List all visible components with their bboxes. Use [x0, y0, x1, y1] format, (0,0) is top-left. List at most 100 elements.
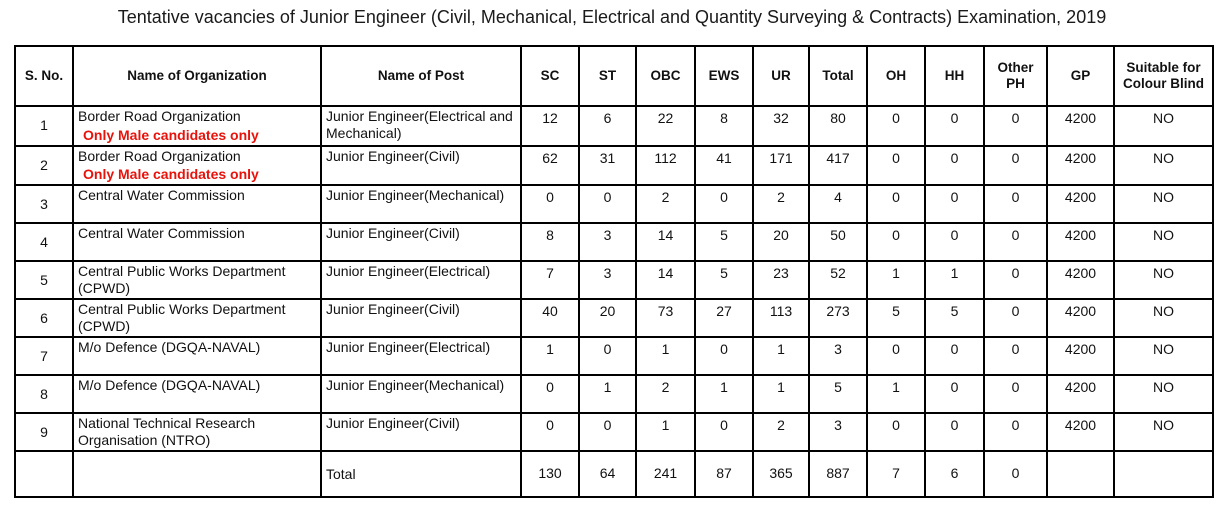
total-cell: 273: [808, 298, 868, 339]
colour-blind-cell: NO: [1113, 298, 1214, 339]
other-ph-cell: 0: [983, 336, 1048, 377]
colour-blind-cell: NO: [1113, 105, 1214, 147]
organization-cell: Border Road Organization Only Male candi…: [72, 144, 322, 187]
organization-cell: Central Water Commission: [72, 222, 322, 263]
sc-cell: 0: [520, 374, 580, 415]
org-note: Only Male candidates only: [83, 166, 259, 183]
organization-cell: Central Public Works Department (CPWD): [72, 260, 322, 301]
st-cell: 0: [578, 184, 637, 225]
st-cell: 3: [578, 222, 637, 263]
ur-cell: 2: [752, 184, 810, 225]
total-ews: 87: [694, 450, 754, 499]
sc-cell: 12: [520, 105, 580, 147]
st-cell: 1: [578, 374, 637, 415]
post-name-cell: Junior Engineer(Mechanical): [320, 184, 522, 225]
ur-cell: 1: [752, 374, 810, 415]
post-name-cell: Junior Engineer(Civil): [320, 298, 522, 339]
ews-cell: 5: [694, 222, 754, 263]
table-body: 1 Border Road Organization Only Male can…: [14, 105, 1214, 499]
other-ph-cell: 0: [983, 374, 1048, 415]
total-other-ph: 0: [983, 450, 1048, 499]
total-label: Total: [320, 450, 522, 499]
hh-cell: 0: [924, 144, 985, 187]
table-row: 9 National Technical Research Organisati…: [14, 412, 1214, 453]
gp-cell: 4200: [1046, 144, 1115, 187]
serial-number-cell: 3: [14, 184, 74, 225]
colour-blind-cell: NO: [1113, 144, 1214, 187]
ur-cell: 171: [752, 144, 810, 187]
total-cell: 5: [808, 374, 868, 415]
total-total: 887: [808, 450, 868, 499]
col-header-hh: HH: [924, 45, 985, 107]
st-cell: 3: [578, 260, 637, 301]
hh-cell: 5: [924, 298, 985, 339]
col-header-st: ST: [578, 45, 637, 107]
colour-blind-cell: NO: [1113, 412, 1214, 453]
other-ph-cell: 0: [983, 105, 1048, 147]
col-header-total: Total: [808, 45, 868, 107]
total-st: 64: [578, 450, 637, 499]
organization-name: M/o Defence (DGQA-NAVAL): [78, 377, 261, 394]
total-cell: 417: [808, 144, 868, 187]
colour-blind-cell: NO: [1113, 374, 1214, 415]
total-cell: 50: [808, 222, 868, 263]
oh-cell: 5: [866, 298, 926, 339]
total-oh: 7: [866, 450, 926, 499]
header-row: S. No. Name of Organization Name of Post…: [14, 45, 1214, 107]
hh-cell: 0: [924, 412, 985, 453]
organization-cell: M/o Defence (DGQA-NAVAL): [72, 336, 322, 377]
gp-cell: 4200: [1046, 412, 1115, 453]
table-row: 3 Central Water Commission Junior Engine…: [14, 184, 1214, 225]
serial-number-cell: 4: [14, 222, 74, 263]
col-header-ews: EWS: [694, 45, 754, 107]
st-cell: 6: [578, 105, 637, 147]
ews-cell: 41: [694, 144, 754, 187]
ur-cell: 32: [752, 105, 810, 147]
page-title: Tentative vacancies of Junior Engineer (…: [117, 7, 1107, 27]
obc-cell: 73: [635, 298, 696, 339]
organization-cell: M/o Defence (DGQA-NAVAL): [72, 374, 322, 415]
ur-cell: 23: [752, 260, 810, 301]
oh-cell: 1: [866, 260, 926, 301]
total-gp: [1046, 450, 1115, 499]
gp-cell: 4200: [1046, 184, 1115, 225]
gp-cell: 4200: [1046, 374, 1115, 415]
other-ph-cell: 0: [983, 184, 1048, 225]
serial-number-cell: 9: [14, 412, 74, 453]
organization-name: Border Road Organization: [78, 147, 241, 164]
organization-name: National Technical Research Organisation…: [78, 415, 256, 448]
obc-cell: 2: [635, 374, 696, 415]
obc-cell: 14: [635, 222, 696, 263]
table-row: 7 M/o Defence (DGQA-NAVAL) Junior Engine…: [14, 336, 1214, 377]
other-ph-cell: 0: [983, 222, 1048, 263]
ews-cell: 27: [694, 298, 754, 339]
organization-cell: National Technical Research Organisation…: [72, 412, 322, 453]
sc-cell: 62: [520, 144, 580, 187]
sc-cell: 1: [520, 336, 580, 377]
post-name-cell: Junior Engineer(Electrical): [320, 260, 522, 301]
serial-number-cell: 1: [14, 105, 74, 147]
ews-cell: 1: [694, 374, 754, 415]
gp-cell: 4200: [1046, 105, 1115, 147]
hh-cell: 0: [924, 105, 985, 147]
sc-cell: 7: [520, 260, 580, 301]
total-hh: 6: [924, 450, 985, 499]
table-row: 4 Central Water Commission Junior Engine…: [14, 222, 1214, 263]
col-header-other-ph: Other PH: [983, 45, 1048, 107]
other-ph-cell: 0: [983, 298, 1048, 339]
total-sno-cell: [14, 450, 74, 499]
organization-cell: Border Road Organization Only Male candi…: [72, 105, 322, 147]
oh-cell: 0: [866, 412, 926, 453]
oh-cell: 0: [866, 144, 926, 187]
other-ph-cell: 0: [983, 260, 1048, 301]
post-name-cell: Junior Engineer(Civil): [320, 412, 522, 453]
sc-cell: 0: [520, 412, 580, 453]
ur-cell: 20: [752, 222, 810, 263]
organization-name: Central Public Works Department (CPWD): [78, 301, 286, 334]
total-sc: 130: [520, 450, 580, 499]
ur-cell: 1: [752, 336, 810, 377]
table-row: 6 Central Public Works Department (CPWD)…: [14, 298, 1214, 339]
ews-cell: 0: [694, 336, 754, 377]
org-note: Only Male candidates only: [83, 126, 259, 143]
organization-name: Central Public Works Department (CPWD): [78, 263, 286, 296]
